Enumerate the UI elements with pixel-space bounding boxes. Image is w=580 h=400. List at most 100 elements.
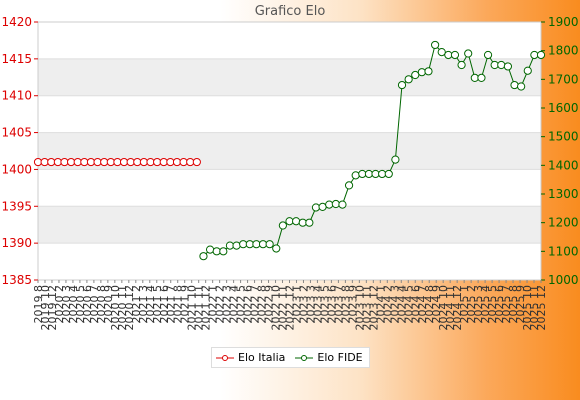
x-tick-label: 2020 3: [60, 285, 73, 324]
y-left-tick-label: 1405: [1, 126, 32, 140]
data-point-fide: [272, 244, 281, 253]
x-tick-label: 2020 9: [102, 285, 115, 324]
data-point-fide: [344, 181, 354, 190]
y-right-tick-label: 1200: [548, 216, 579, 230]
data-point-fide: [517, 82, 526, 91]
x-tick-label: 2023 2: [297, 285, 310, 324]
data-point-fide: [305, 218, 314, 227]
x-tick-label: 2021 11: [193, 285, 206, 331]
x-tick-label: 2022 8: [256, 285, 269, 324]
x-tick-label: 2021 5: [151, 285, 164, 324]
legend-label-italia: Elo Italia: [238, 351, 286, 364]
y-right-tick-label: 1100: [548, 244, 579, 258]
x-tick-label: 2021 9: [179, 285, 192, 324]
data-point-fide: [199, 252, 208, 261]
y-right-tick-label: 1800: [548, 44, 579, 58]
x-tick-label: 2025 4: [479, 285, 492, 324]
y-right-tick-label: 1400: [548, 158, 579, 172]
x-tick-label: 2023 10: [353, 285, 366, 331]
x-tick-label: 2024 4: [395, 285, 408, 324]
x-tick-label: 2022 4: [228, 285, 241, 324]
x-tick-label: 2021 3: [137, 285, 150, 324]
data-point-fide: [497, 60, 506, 70]
x-tick-label: 2021 7: [165, 285, 178, 324]
data-point-fide: [278, 221, 287, 230]
x-tick-label: 2020 5: [74, 285, 87, 324]
x-tick-label: 2024 7: [416, 285, 429, 324]
y-right-tick-label: 1000: [548, 273, 579, 287]
chart-title: Grafico Elo: [254, 4, 326, 19]
y-left-tick-label: 1395: [1, 199, 32, 213]
data-point-fide: [450, 50, 460, 60]
legend-swatch-italia: [216, 354, 234, 361]
x-tick-label: 2025 2: [465, 285, 478, 324]
y-left-tick-label: 1400: [1, 162, 32, 176]
x-tick-label: 2021 12: [200, 285, 213, 331]
x-tick-label: 2019 10: [39, 285, 52, 331]
data-point-italia: [192, 157, 201, 167]
x-tick-label: 2022 7: [249, 285, 262, 324]
x-tick-label: 2025 11: [528, 285, 541, 331]
data-point-fide: [424, 67, 433, 76]
x-tick-label: 2022 3: [221, 285, 234, 324]
x-tick-label: 2020 6: [81, 285, 94, 324]
data-point-fide: [265, 240, 274, 249]
legend-label-fide: Elo FIDE: [317, 351, 363, 364]
data-point-fide: [431, 40, 440, 50]
data-point-fide: [219, 247, 228, 256]
x-tick-label: 2025 1: [458, 285, 471, 324]
x-tick-label: 2022 12: [284, 285, 297, 331]
x-tick-label: 2022 10: [270, 285, 283, 331]
x-tick-label: 2023 5: [318, 285, 331, 324]
data-point-fide: [391, 155, 400, 164]
x-tick-label: 2025 10: [521, 285, 534, 331]
x-tick-label: 2020 10: [109, 285, 122, 331]
y-left-tick-label: 1420: [1, 15, 32, 29]
x-tick-label: 2023 3: [304, 285, 317, 324]
x-tick-label: 2020 7: [88, 285, 101, 324]
x-tick-label: 2022 5: [235, 285, 248, 324]
x-tick-label: 2022 6: [242, 285, 255, 324]
x-tick-label: 2020 2: [53, 285, 66, 324]
x-tick-label: 2024 1: [374, 285, 387, 324]
legend-item-italia: Elo Italia: [216, 351, 285, 364]
data-point-fide: [477, 73, 486, 83]
chart-legend: Elo Italia Elo FIDE: [211, 347, 370, 368]
x-tick-label: 2023 11: [360, 285, 373, 331]
x-tick-label: 2024 2: [381, 285, 394, 324]
data-point-fide: [292, 217, 301, 226]
x-tick-label: 2023 8: [339, 285, 352, 324]
x-tick-label: 2024 6: [409, 285, 422, 324]
data-point-fide: [338, 200, 347, 209]
data-point-fide: [384, 169, 393, 179]
x-tick-label: 2025 6: [493, 285, 506, 324]
data-point-fide: [464, 49, 473, 58]
data-point-fide: [397, 80, 407, 90]
y-left-tick-label: 1390: [1, 236, 32, 250]
y-left-tick-label: 1415: [1, 52, 32, 66]
data-point-fide: [503, 62, 513, 71]
data-point-fide: [417, 68, 426, 77]
x-tick-label: 2023 4: [311, 285, 324, 324]
x-tick-label: 2021 8: [172, 285, 185, 324]
data-point-fide: [483, 50, 493, 60]
legend-swatch-fide: [295, 354, 314, 361]
x-tick-label: 2023 6: [325, 285, 338, 324]
x-tick-label: 2021 6: [158, 285, 171, 324]
x-tick-label: 2023 7: [332, 285, 345, 324]
x-tick-label: 2022 2: [214, 285, 227, 324]
data-point-fide: [457, 60, 466, 70]
x-tick-label: 2024 3: [388, 285, 401, 324]
data-point-fide: [318, 202, 327, 211]
data-point-fide: [404, 75, 413, 84]
y-left-tick-label: 1410: [1, 89, 32, 103]
y-right-tick-label: 1300: [548, 187, 579, 201]
x-tick-label: 2024 12: [451, 285, 464, 331]
x-tick-label: 2023 9: [346, 285, 359, 324]
data-point-fide: [331, 199, 340, 209]
x-tick-label: 2019 12: [46, 285, 59, 331]
x-tick-label: 2025 12: [535, 285, 548, 331]
x-tick-label: 2024 10: [437, 285, 450, 331]
